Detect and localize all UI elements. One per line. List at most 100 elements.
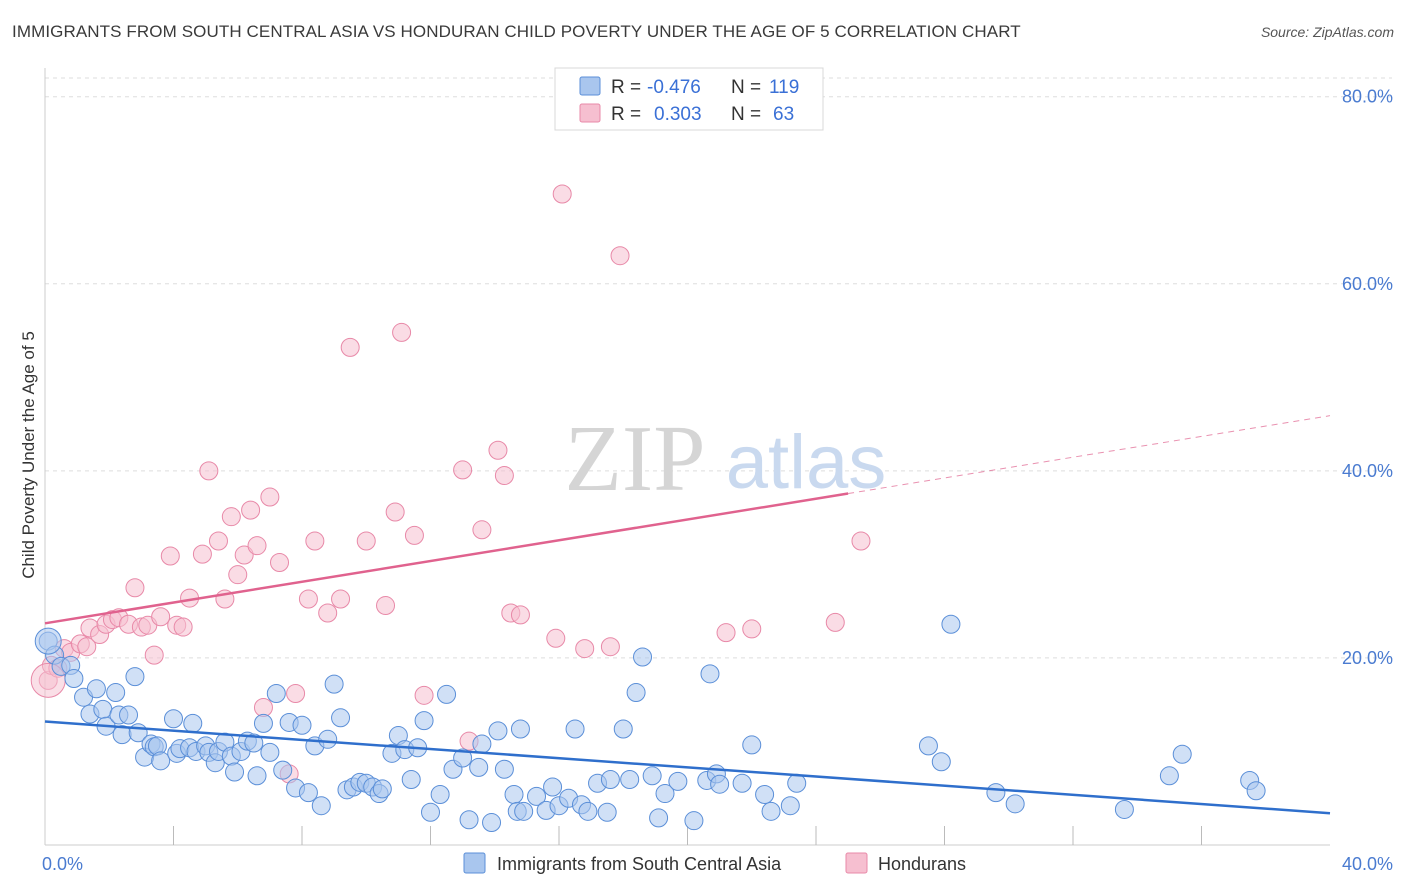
data-point-hondurans [247, 536, 267, 556]
source-label: Source: ZipAtlas.com [1260, 24, 1394, 40]
data-point-hondurans [385, 502, 405, 522]
data-point-hondurans [716, 623, 736, 643]
data-point-south-central-asia [1159, 766, 1179, 786]
data-point-south-central-asia [1005, 794, 1025, 814]
data-point-south-central-asia [401, 770, 421, 790]
data-point-hondurans [494, 466, 514, 486]
data-point-hondurans [298, 589, 318, 609]
data-point-hondurans [192, 544, 212, 564]
axes [44, 68, 1330, 846]
legend-swatch-blue [579, 76, 601, 96]
data-point-hondurans [151, 607, 171, 627]
data-point-hondurans [221, 507, 241, 527]
data-point-south-central-asia [514, 801, 534, 821]
watermark-atlas: atlas [726, 420, 887, 505]
y-tick-label: 20.0% [1342, 648, 1393, 668]
data-point-hondurans [160, 546, 180, 566]
data-point-hondurans [260, 487, 280, 507]
data-point-south-central-asia [941, 614, 961, 634]
data-point-south-central-asia-cluster [34, 627, 62, 655]
data-point-hondurans [125, 578, 145, 598]
data-point-south-central-asia [469, 757, 489, 777]
x-tick-label: 0.0% [42, 854, 83, 874]
data-point-hondurans [825, 612, 845, 632]
data-point-south-central-asia [700, 664, 720, 684]
data-point-hondurans [173, 617, 193, 637]
data-point-hondurans [575, 639, 595, 659]
data-point-south-central-asia [414, 711, 434, 731]
data-point-south-central-asia [318, 729, 338, 749]
bottom-legend-label-blue: Immigrants from South Central Asia [497, 854, 782, 874]
data-point-south-central-asia [482, 813, 502, 833]
data-point-south-central-asia [684, 811, 704, 831]
data-point-south-central-asia [1246, 781, 1266, 801]
correlation-legend: R = -0.476 N = 119 R = 0.303 N = 63 [554, 67, 824, 131]
data-point-south-central-asia [732, 773, 752, 793]
data-point-hondurans [392, 322, 412, 342]
watermark-zip: ZIP [565, 407, 706, 511]
data-point-south-central-asia [266, 683, 286, 703]
data-point-south-central-asia [626, 683, 646, 703]
legend-r-value-blue: -0.476 [647, 77, 701, 98]
data-point-south-central-asia [119, 705, 139, 725]
legend-n-value-blue: 119 [769, 77, 799, 98]
legend-r-label-pink: R = [611, 104, 641, 125]
data-point-south-central-asia [459, 810, 479, 830]
series-legend: Immigrants from South Central Asia Hondu… [463, 852, 966, 874]
data-point-south-central-asia [164, 709, 183, 729]
data-point-hondurans [488, 440, 508, 460]
data-point-south-central-asia [260, 742, 280, 762]
data-point-hondurans [318, 603, 338, 623]
data-point-south-central-asia [372, 779, 392, 799]
data-point-hondurans [77, 637, 97, 657]
data-point-south-central-asia [761, 801, 781, 821]
x-tick-label: 40.0% [1342, 854, 1393, 874]
y-axis-title: Child Poverty Under the Age of 5 [19, 331, 38, 579]
data-point-south-central-asia [504, 784, 524, 804]
data-point-south-central-asia [64, 669, 84, 689]
watermark: ZIP atlas [565, 407, 887, 511]
data-point-hondurans [472, 520, 492, 540]
data-point-south-central-asia [1172, 744, 1192, 764]
y-tick-label: 60.0% [1342, 274, 1393, 294]
data-point-south-central-asia [273, 760, 293, 780]
legend-r-value-pink: 0.303 [654, 104, 702, 125]
data-point-south-central-asia [565, 719, 585, 739]
data-point-south-central-asia [488, 721, 508, 741]
data-point-hondurans [228, 565, 248, 585]
data-point-south-central-asia [655, 784, 675, 804]
x-tick-labels: 0.0% 40.0% [42, 854, 1393, 874]
trend-line-hondurans [44, 492, 849, 625]
data-point-south-central-asia [787, 773, 807, 793]
data-point-hondurans [253, 698, 273, 718]
data-point-south-central-asia [93, 699, 113, 719]
data-point-hondurans [414, 685, 434, 705]
data-point-hondurans [340, 337, 360, 357]
data-point-hondurans [286, 683, 306, 703]
data-point-hondurans [552, 184, 572, 204]
data-point-south-central-asia [151, 751, 171, 771]
data-point-south-central-asia [472, 734, 492, 754]
data-point-south-central-asia [633, 647, 653, 667]
data-point-south-central-asia [324, 674, 344, 694]
data-point-south-central-asia [543, 777, 563, 797]
data-point-south-central-asia [253, 713, 273, 733]
data-point-hondurans [270, 553, 290, 573]
data-point-south-central-asia [421, 802, 440, 822]
legend-n-label-blue: N = [731, 77, 761, 98]
data-point-south-central-asia [292, 715, 312, 735]
data-point-south-central-asia [668, 771, 688, 791]
y-tick-label: 40.0% [1342, 461, 1393, 481]
data-point-south-central-asia [931, 752, 951, 772]
data-point-south-central-asia [600, 770, 620, 790]
data-point-hondurans [331, 589, 351, 609]
trend-line-south-central-asia [44, 720, 1331, 815]
data-point-south-central-asia [510, 719, 530, 739]
data-point-hondurans [305, 531, 325, 551]
grid-lines [45, 77, 1392, 659]
data-point-south-central-asia [1114, 799, 1134, 819]
data-point-south-central-asia [106, 683, 126, 703]
data-point-south-central-asia [247, 766, 267, 786]
data-point-south-central-asia [86, 679, 106, 699]
data-point-hondurans [600, 637, 620, 657]
